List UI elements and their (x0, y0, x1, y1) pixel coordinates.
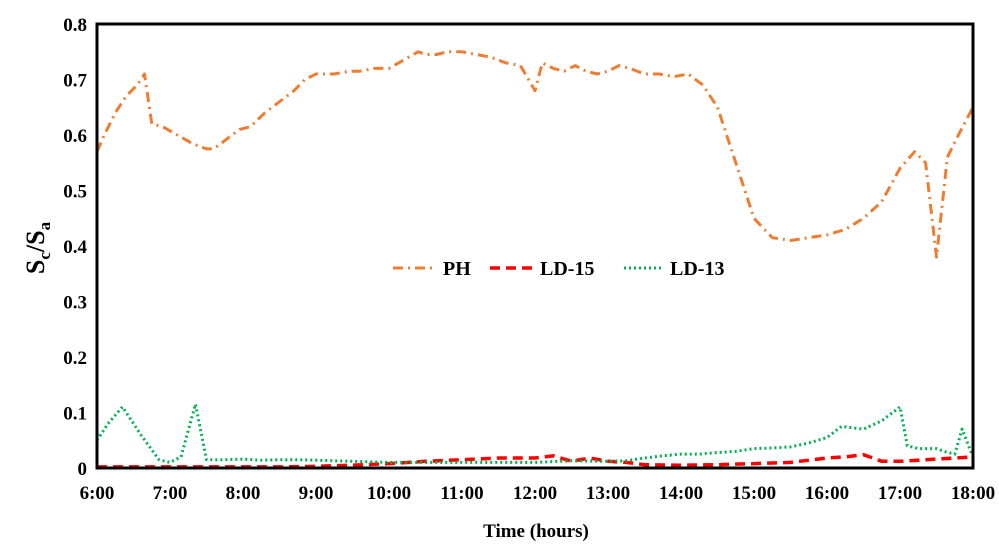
legend-label-ld-15: LD-15 (540, 258, 594, 280)
legend-label-ph: PH (443, 258, 471, 280)
legend-item-ph: PH (393, 258, 471, 280)
y-tick-label: 0.4 (63, 237, 87, 258)
x-tick-label: 16:00 (805, 483, 849, 504)
legend: PH LD-15 LD-13 (393, 258, 724, 280)
x-tick-label: 9:00 (299, 483, 334, 504)
y-tick-label: 0.3 (63, 293, 87, 314)
series-line-ld-13 (95, 402, 975, 464)
y-axis-ticks: 0 0.1 0.2 0.3 0.4 0.5 0.6 0.7 0.8 (63, 15, 87, 480)
x-tick-label: 6:00 (80, 483, 115, 504)
legend-item-ld-15: LD-15 (490, 258, 594, 280)
series-line-ph (95, 50, 975, 259)
y-tick-label: 0 (78, 459, 88, 480)
y-tick-label: 0.7 (63, 71, 87, 92)
x-tick-label: 15:00 (732, 483, 776, 504)
x-tick-label: 7:00 (153, 483, 188, 504)
y-tick-label: 0.2 (63, 348, 87, 369)
legend-item-ld-13: LD-13 (624, 258, 724, 280)
x-axis-ticks: 6:00 7:00 8:00 9:00 10:00 11:00 12:00 13:00 14:0… (80, 483, 996, 504)
y-tick-label: 0.6 (63, 126, 87, 147)
x-tick-label: 12:00 (513, 483, 557, 504)
x-axis-title: Time (hours) (483, 521, 589, 542)
legend-label-ld-13: LD-13 (670, 258, 724, 280)
x-tick-label: 10:00 (367, 483, 411, 504)
x-tick-label: 18:00 (951, 483, 995, 504)
x-tick-label: 14:00 (659, 483, 703, 504)
y-tick-label: 0.5 (63, 182, 87, 203)
x-tick-label: 17:00 (878, 483, 922, 504)
y-tick-label: 0.1 (63, 404, 87, 425)
x-tick-label: 13:00 (586, 483, 630, 504)
x-tick-label: 8:00 (226, 483, 261, 504)
y-tick-label: 0.8 (63, 15, 87, 36)
x-tick-label: 11:00 (440, 483, 483, 504)
plot-frame (95, 22, 975, 470)
y-axis-title: Sc/Sa (21, 221, 54, 274)
